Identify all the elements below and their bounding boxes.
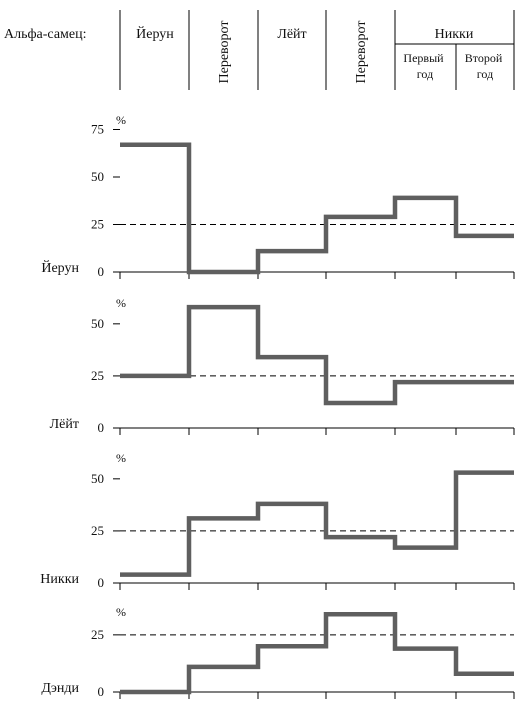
y-unit-label: % <box>116 113 126 127</box>
header-period-coup-2: Переворот <box>354 21 369 84</box>
y-tick-label: 50 <box>91 471 104 486</box>
y-tick-label: 0 <box>98 264 105 279</box>
y-tick-label: 50 <box>91 169 104 184</box>
y-tick-label: 0 <box>98 684 105 699</box>
y-tick-label: 50 <box>91 316 104 331</box>
y-tick-label: 25 <box>91 627 104 642</box>
header-period-jerun: Йерун <box>136 25 174 42</box>
series-name: Йерун <box>41 259 79 276</box>
header-subperiod-first-year-word1: Первый <box>403 51 444 65</box>
panel-4: 0 25% Дэнди <box>41 605 515 699</box>
series-step-line <box>120 470 514 577</box>
series-step-line <box>120 612 514 695</box>
chart-panels: 0 25 50 75% Йерун 0 25 50% Лёйт 0 25 50% Никки 0 25% Дэ… <box>40 113 515 699</box>
series-name: Дэнди <box>41 681 79 696</box>
panel-3: 0 25 50% Никки <box>40 451 515 590</box>
header-subperiod-first-year: Первый год <box>403 51 446 81</box>
series-step-line <box>120 304 514 406</box>
series-step-line <box>120 142 514 275</box>
series-name: Лёйт <box>50 417 79 432</box>
header-period-nikkie: Никки <box>435 27 474 42</box>
header-period-coup-1: Переворот <box>217 21 232 84</box>
y-tick-label: 75 <box>91 122 104 137</box>
header-subperiod-first-year-word2: год <box>417 67 433 81</box>
header-subperiod-second-year-word1: Второй <box>465 51 503 65</box>
y-unit-label: % <box>116 605 126 619</box>
header-subperiod-second-year: Второй год <box>465 51 506 81</box>
header-period-luit: Лёйт <box>277 27 306 42</box>
y-tick-label: 25 <box>91 523 104 538</box>
header-row-label: Альфа-самец: <box>4 27 86 42</box>
panel-2: 0 25 50% Лёйт <box>50 296 515 435</box>
series-name: Никки <box>40 572 79 587</box>
y-tick-label: 0 <box>98 420 105 435</box>
y-tick-label: 25 <box>91 368 104 383</box>
panel-1: 0 25 50 75% Йерун <box>41 113 515 279</box>
y-tick-label: 0 <box>98 575 105 590</box>
chart-header: Альфа-самец: Йерун Переворот Лёйт Перево… <box>4 10 515 90</box>
y-tick-label: 25 <box>91 217 104 232</box>
y-unit-label: % <box>116 451 126 465</box>
header-subperiod-second-year-word2: год <box>477 67 493 81</box>
y-unit-label: % <box>116 296 126 310</box>
